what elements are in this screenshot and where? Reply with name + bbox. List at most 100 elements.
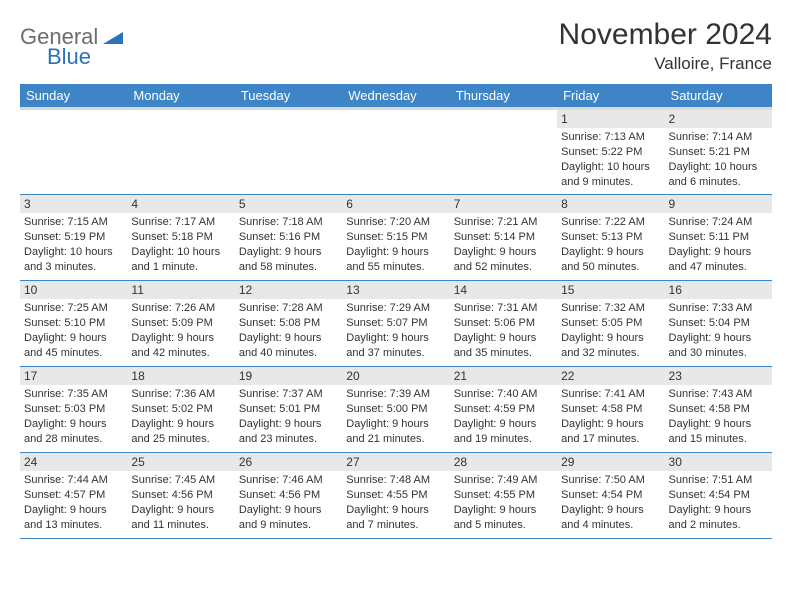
day-content: Sunrise: 7:49 AMSunset: 4:55 PMDaylight:… [450, 471, 557, 536]
sunset-text: Sunset: 5:00 PM [346, 402, 445, 417]
sunset-text: Sunset: 5:06 PM [454, 316, 553, 331]
day-number: 7 [450, 195, 557, 213]
sunset-text: Sunset: 5:15 PM [346, 230, 445, 245]
calendar-cell: 3Sunrise: 7:15 AMSunset: 5:19 PMDaylight… [20, 195, 127, 281]
sunset-text: Sunset: 5:04 PM [669, 316, 768, 331]
sunset-text: Sunset: 5:14 PM [454, 230, 553, 245]
daylight-text: Daylight: 9 hours and 11 minutes. [131, 503, 230, 533]
day-content: Sunrise: 7:20 AMSunset: 5:15 PMDaylight:… [342, 213, 449, 278]
calendar-cell: 7Sunrise: 7:21 AMSunset: 5:14 PMDaylight… [450, 195, 557, 281]
calendar-cell: 21Sunrise: 7:40 AMSunset: 4:59 PMDayligh… [450, 367, 557, 453]
logo-text-blue: Blue [47, 44, 91, 69]
day-number: 12 [235, 281, 342, 299]
sunrise-text: Sunrise: 7:22 AM [561, 215, 660, 230]
day-number: 21 [450, 367, 557, 385]
day-number: 17 [20, 367, 127, 385]
sunset-text: Sunset: 4:55 PM [346, 488, 445, 503]
day-content: Sunrise: 7:51 AMSunset: 4:54 PMDaylight:… [665, 471, 772, 536]
daylight-text: Daylight: 9 hours and 15 minutes. [669, 417, 768, 447]
sunrise-text: Sunrise: 7:15 AM [24, 215, 123, 230]
calendar-cell: 28Sunrise: 7:49 AMSunset: 4:55 PMDayligh… [450, 453, 557, 539]
day-number: 22 [557, 367, 664, 385]
sunset-text: Sunset: 5:08 PM [239, 316, 338, 331]
day-number: 27 [342, 453, 449, 471]
daylight-text: Daylight: 9 hours and 45 minutes. [24, 331, 123, 361]
calendar-cell: 19Sunrise: 7:37 AMSunset: 5:01 PMDayligh… [235, 367, 342, 453]
sunrise-text: Sunrise: 7:24 AM [669, 215, 768, 230]
daylight-text: Daylight: 9 hours and 5 minutes. [454, 503, 553, 533]
daylight-text: Daylight: 9 hours and 35 minutes. [454, 331, 553, 361]
day-number: 24 [20, 453, 127, 471]
calendar-cell [450, 109, 557, 195]
day-number [20, 110, 127, 128]
day-number: 2 [665, 110, 772, 128]
calendar-cell: 14Sunrise: 7:31 AMSunset: 5:06 PMDayligh… [450, 281, 557, 367]
calendar-week-row: 10Sunrise: 7:25 AMSunset: 5:10 PMDayligh… [20, 281, 772, 367]
sunrise-text: Sunrise: 7:29 AM [346, 301, 445, 316]
sunrise-text: Sunrise: 7:26 AM [131, 301, 230, 316]
sunset-text: Sunset: 4:58 PM [561, 402, 660, 417]
day-content: Sunrise: 7:50 AMSunset: 4:54 PMDaylight:… [557, 471, 664, 536]
day-content: Sunrise: 7:35 AMSunset: 5:03 PMDaylight:… [20, 385, 127, 450]
sunrise-text: Sunrise: 7:50 AM [561, 473, 660, 488]
title-block: November 2024 Valloire, France [559, 18, 772, 74]
day-number: 8 [557, 195, 664, 213]
sunrise-text: Sunrise: 7:49 AM [454, 473, 553, 488]
calendar-cell: 15Sunrise: 7:32 AMSunset: 5:05 PMDayligh… [557, 281, 664, 367]
sunrise-text: Sunrise: 7:18 AM [239, 215, 338, 230]
sunset-text: Sunset: 5:16 PM [239, 230, 338, 245]
daylight-text: Daylight: 9 hours and 55 minutes. [346, 245, 445, 275]
daylight-text: Daylight: 9 hours and 37 minutes. [346, 331, 445, 361]
sunrise-text: Sunrise: 7:33 AM [669, 301, 768, 316]
day-number: 15 [557, 281, 664, 299]
sunrise-text: Sunrise: 7:51 AM [669, 473, 768, 488]
calendar-cell: 10Sunrise: 7:25 AMSunset: 5:10 PMDayligh… [20, 281, 127, 367]
calendar-week-row: 24Sunrise: 7:44 AMSunset: 4:57 PMDayligh… [20, 453, 772, 539]
calendar-cell: 29Sunrise: 7:50 AMSunset: 4:54 PMDayligh… [557, 453, 664, 539]
month-title: November 2024 [559, 18, 772, 52]
day-content: Sunrise: 7:13 AMSunset: 5:22 PMDaylight:… [557, 128, 664, 193]
sunrise-text: Sunrise: 7:45 AM [131, 473, 230, 488]
day-number: 28 [450, 453, 557, 471]
calendar-cell: 24Sunrise: 7:44 AMSunset: 4:57 PMDayligh… [20, 453, 127, 539]
daylight-text: Daylight: 9 hours and 42 minutes. [131, 331, 230, 361]
daylight-text: Daylight: 10 hours and 1 minute. [131, 245, 230, 275]
day-number: 26 [235, 453, 342, 471]
calendar-cell [127, 109, 234, 195]
calendar-cell: 9Sunrise: 7:24 AMSunset: 5:11 PMDaylight… [665, 195, 772, 281]
calendar-cell: 6Sunrise: 7:20 AMSunset: 5:15 PMDaylight… [342, 195, 449, 281]
day-number: 18 [127, 367, 234, 385]
day-number: 29 [557, 453, 664, 471]
day-number: 16 [665, 281, 772, 299]
sunrise-text: Sunrise: 7:14 AM [669, 130, 768, 145]
day-number: 19 [235, 367, 342, 385]
calendar-cell: 18Sunrise: 7:36 AMSunset: 5:02 PMDayligh… [127, 367, 234, 453]
day-content: Sunrise: 7:18 AMSunset: 5:16 PMDaylight:… [235, 213, 342, 278]
weekday-header: Monday [127, 84, 234, 109]
calendar-cell: 2Sunrise: 7:14 AMSunset: 5:21 PMDaylight… [665, 109, 772, 195]
calendar-cell: 25Sunrise: 7:45 AMSunset: 4:56 PMDayligh… [127, 453, 234, 539]
day-content: Sunrise: 7:48 AMSunset: 4:55 PMDaylight:… [342, 471, 449, 536]
sunrise-text: Sunrise: 7:28 AM [239, 301, 338, 316]
day-content: Sunrise: 7:41 AMSunset: 4:58 PMDaylight:… [557, 385, 664, 450]
day-content: Sunrise: 7:33 AMSunset: 5:04 PMDaylight:… [665, 299, 772, 364]
sunrise-text: Sunrise: 7:39 AM [346, 387, 445, 402]
daylight-text: Daylight: 9 hours and 47 minutes. [669, 245, 768, 275]
location-label: Valloire, France [559, 54, 772, 74]
day-number: 23 [665, 367, 772, 385]
day-content: Sunrise: 7:14 AMSunset: 5:21 PMDaylight:… [665, 128, 772, 193]
sunrise-text: Sunrise: 7:35 AM [24, 387, 123, 402]
day-number: 5 [235, 195, 342, 213]
day-content: Sunrise: 7:17 AMSunset: 5:18 PMDaylight:… [127, 213, 234, 278]
day-content: Sunrise: 7:44 AMSunset: 4:57 PMDaylight:… [20, 471, 127, 536]
sunrise-text: Sunrise: 7:41 AM [561, 387, 660, 402]
day-number [342, 110, 449, 128]
sunset-text: Sunset: 5:19 PM [24, 230, 123, 245]
day-content: Sunrise: 7:43 AMSunset: 4:58 PMDaylight:… [665, 385, 772, 450]
day-number [450, 110, 557, 128]
sunset-text: Sunset: 5:03 PM [24, 402, 123, 417]
day-content: Sunrise: 7:37 AMSunset: 5:01 PMDaylight:… [235, 385, 342, 450]
calendar-cell: 30Sunrise: 7:51 AMSunset: 4:54 PMDayligh… [665, 453, 772, 539]
sunrise-text: Sunrise: 7:17 AM [131, 215, 230, 230]
daylight-text: Daylight: 9 hours and 4 minutes. [561, 503, 660, 533]
